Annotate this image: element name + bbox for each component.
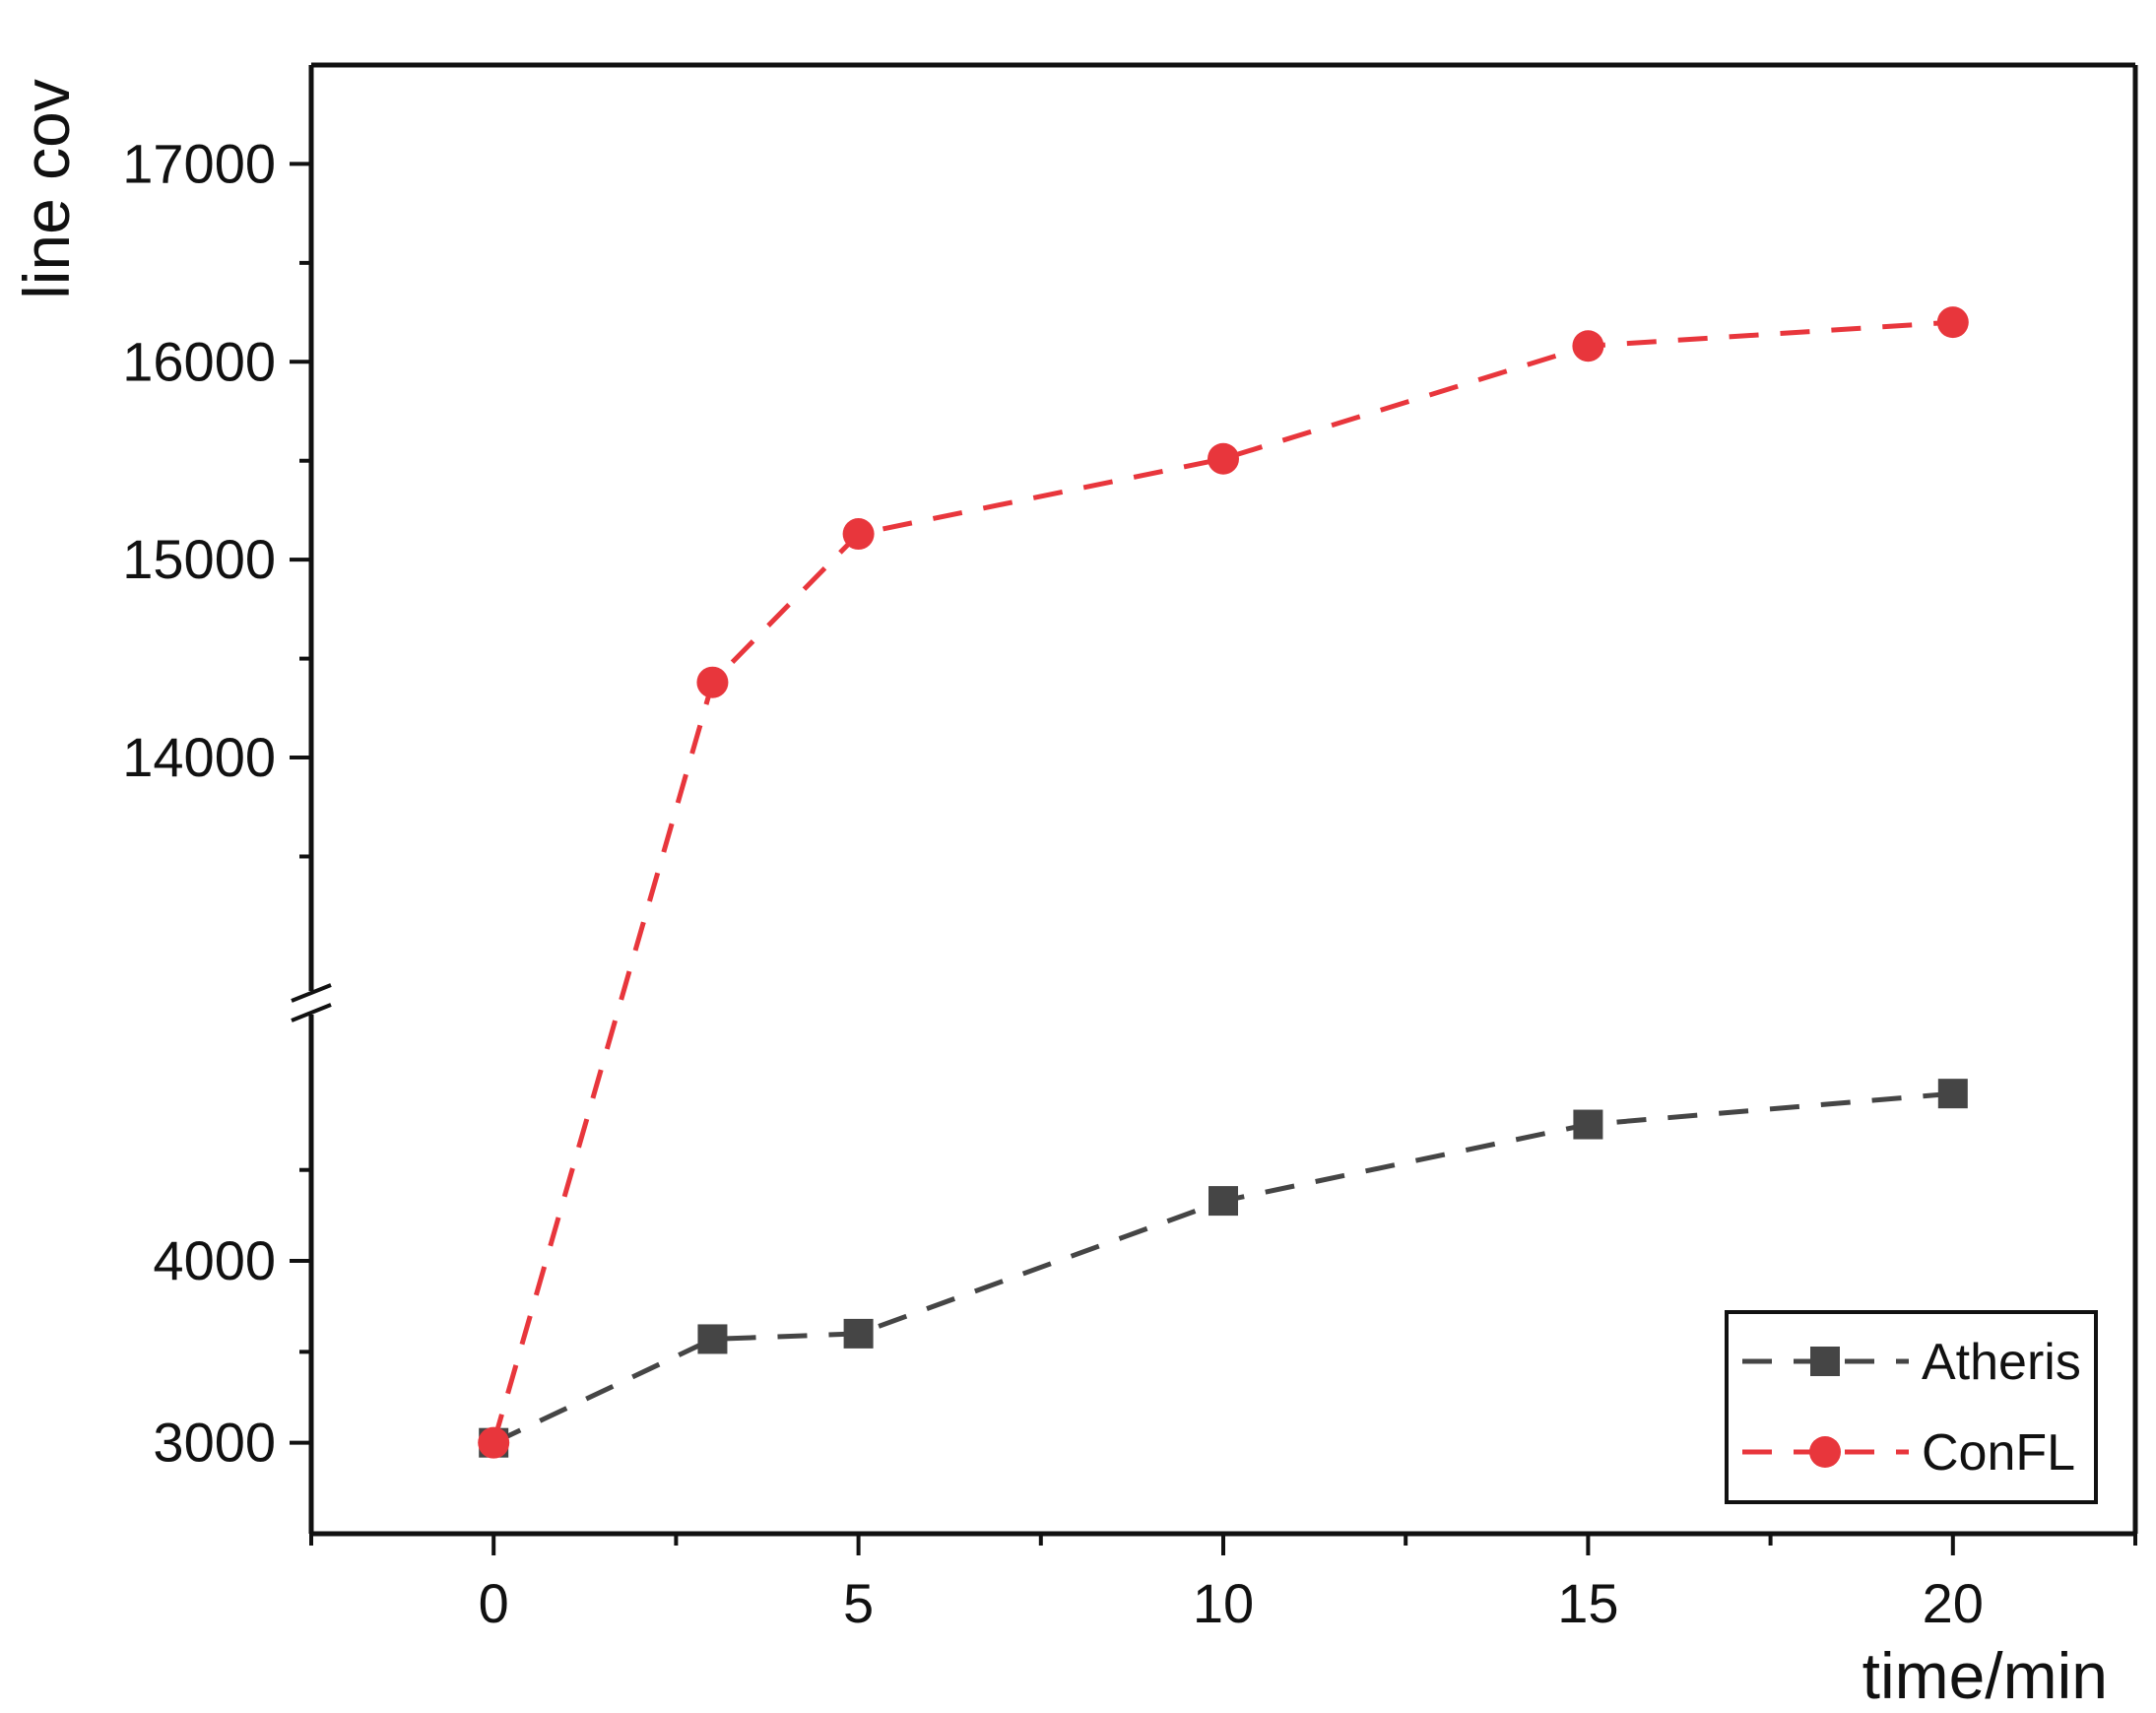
data-point-atheris <box>1209 1186 1238 1217</box>
data-point-confl <box>478 1426 510 1459</box>
data-point-confl <box>696 666 729 698</box>
data-point-confl <box>842 518 875 551</box>
x-tick-label: 20 <box>1923 1572 1984 1634</box>
x-tick-label: 10 <box>1193 1572 1254 1634</box>
data-point-atheris <box>843 1318 874 1349</box>
y-tick-label: 17000 <box>122 132 276 194</box>
data-point-confl <box>1936 306 1969 339</box>
data-point-atheris <box>697 1324 728 1354</box>
y-tick-label: 16000 <box>122 330 276 392</box>
axes: 14000 15000 16000 17000 3000 4000 0 5 10 15 20 <box>122 62 2138 1634</box>
data-point-confl <box>1572 330 1604 362</box>
axis-break-mark <box>291 1003 332 1022</box>
legend-marker-confl <box>1809 1436 1841 1468</box>
data-point-atheris <box>1937 1079 1968 1109</box>
y-tick-label: 4000 <box>153 1229 276 1291</box>
y-tick-label: 15000 <box>122 528 276 590</box>
y-tick-label: 3000 <box>153 1412 276 1474</box>
legend-box <box>1725 1310 2098 1504</box>
legend-label-confl: ConFL <box>1922 1424 2075 1482</box>
axis-break-mark <box>291 983 332 1003</box>
data-point-atheris <box>1573 1109 1603 1140</box>
y-tick-label: 14000 <box>122 726 276 788</box>
series-layer <box>478 306 1969 1459</box>
x-tick-label: 5 <box>843 1572 874 1634</box>
y-axis-title: line cov <box>10 79 83 299</box>
series-line-atheris <box>492 1090 1954 1445</box>
x-tick-label: 0 <box>479 1572 509 1634</box>
x-axis-title: time/min <box>1862 1639 2108 1712</box>
legend: Atheris ConFL <box>1725 1310 2098 1504</box>
series-line-confl <box>490 319 1953 1444</box>
data-point-confl <box>1208 442 1239 475</box>
legend-marker-atheris <box>1810 1347 1840 1376</box>
legend-label-atheris: Atheris <box>1922 1334 2081 1391</box>
x-tick-label: 15 <box>1557 1572 1618 1634</box>
